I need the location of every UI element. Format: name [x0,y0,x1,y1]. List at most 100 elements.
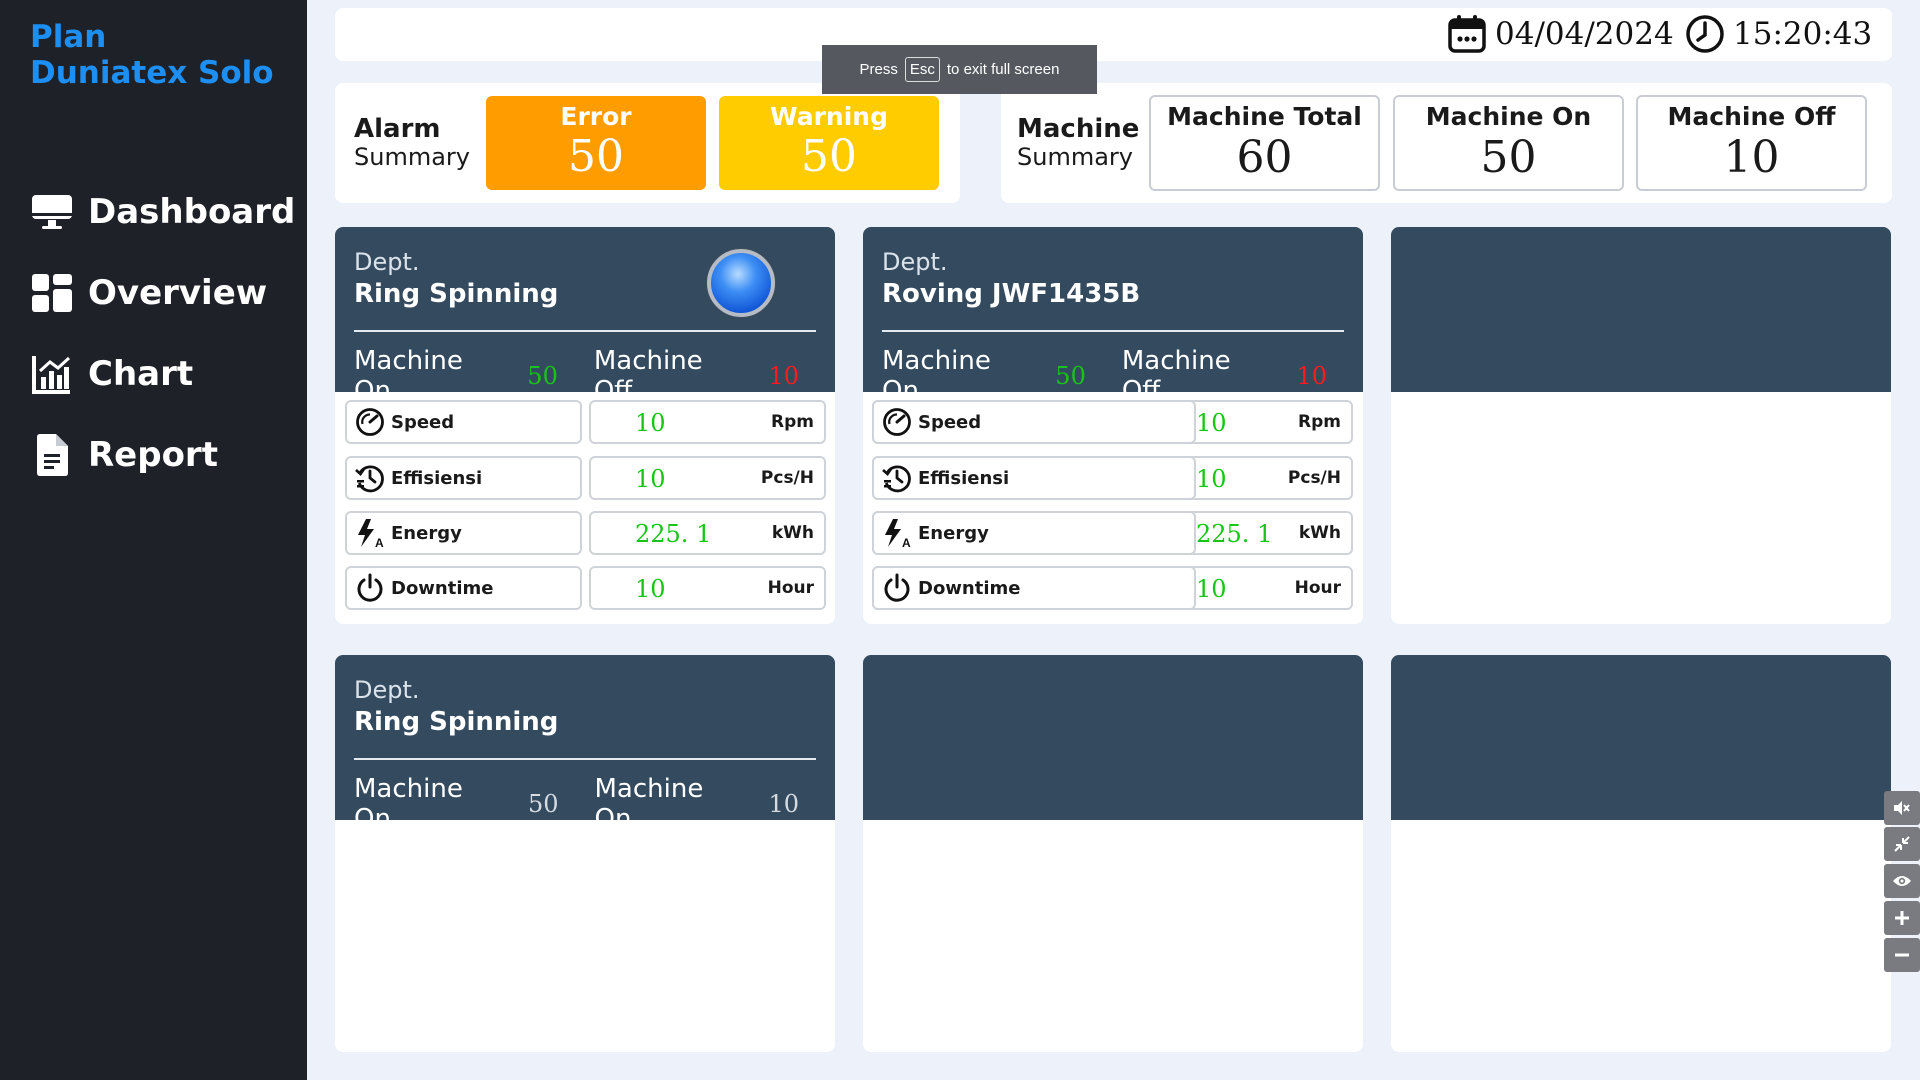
nav-item-overview[interactable]: Overview [30,252,295,333]
machine-on-label: Machine On [354,774,463,834]
machine-off-value: 10 [1723,132,1780,183]
machine-status-row: Machine On 50 Machine On 10 [354,774,835,834]
time-text: 15:20:43 [1733,16,1873,52]
dept-name: Ring Spinning [354,279,559,309]
power-icon [355,573,385,603]
metric-downtime: Downtime [872,566,1196,610]
nav-label-overview: Overview [88,272,268,313]
error-label: Error [560,102,632,131]
machine-total-label: Machine Total [1167,102,1362,131]
machine-on-value: 50 [527,362,558,390]
warning-box[interactable]: Warning 50 [719,96,939,190]
metric-label: Speed [391,411,455,433]
dept-label: Dept. [354,676,420,704]
nav-item-report[interactable]: Report [30,414,295,495]
energy-icon: A [355,518,385,548]
eye-button[interactable] [1884,864,1920,898]
dept-name: Roving JWF1435B [882,279,1141,309]
nav-label-chart: Chart [88,353,194,394]
machine-on-value: 50 [527,790,559,818]
dept-panel-6[interactable] [1391,655,1891,1052]
machine-off-label: Machine On [594,774,704,834]
dept-panel-1[interactable]: Dept. Ring Spinning Machine On 50 Machin… [335,227,835,624]
machine-on-label: Machine On [354,346,463,406]
fullscreen-toast: Press Esc to exit full screen [822,45,1097,94]
metric-value: 10 [1196,465,1227,493]
dept-panel-3[interactable] [1391,227,1891,624]
dept-panel-header-empty [863,655,1363,820]
metric-effisiensi-value-box: 10 Pcs/H [589,456,826,500]
metric-value: 10 [635,465,666,493]
plus-icon [1895,911,1909,925]
brand-title: Plan Duniatex Solo [30,19,274,91]
date-text: 04/04/2024 [1495,16,1674,52]
machine-off-value: 10 [768,362,799,390]
zoom-in-button[interactable] [1884,901,1920,935]
metric-speed: Speed [872,400,1196,444]
machine-off-box[interactable]: Machine Off 10 [1636,95,1867,191]
svg-text:A: A [375,536,384,548]
machine-off-label: Machine Off [593,346,703,406]
minus-icon [1895,953,1909,957]
error-value: 50 [568,131,624,182]
machine-off-value: 10 [768,790,799,818]
clock-icon [1686,15,1724,53]
metric-label: Energy [918,522,989,544]
header-divider [354,330,816,332]
dept-label: Dept. [882,248,948,276]
error-box[interactable]: Error 50 [486,96,706,190]
history-icon [355,463,385,493]
date-display: 04/04/2024 [1447,14,1674,54]
metric-unit: Hour [767,578,814,598]
machine-on-label: Machine On [1425,102,1592,131]
dept-panel-5[interactable] [863,655,1363,1052]
metric-downtime: Downtime [345,566,582,610]
machine-off-label: Machine Off [1121,346,1231,406]
dept-panel-2[interactable]: Dept. Roving JWF1435B Machine On 50 Mach… [863,227,1363,624]
energy-icon: A [882,518,912,548]
warning-label: Warning [770,102,888,131]
brand-line-1: Plan [30,19,107,55]
nav-label-dashboard: Dashboard [88,191,296,232]
mute-button[interactable] [1884,791,1920,825]
metric-speed: Speed [345,400,582,444]
alarm-subtitle: Summary [354,143,470,171]
machine-total-value: 60 [1236,132,1293,183]
metric-effisiensi: Effisiensi [872,456,1196,500]
machine-off-label: Machine Off [1667,102,1836,131]
metric-unit: Pcs/H [760,468,814,488]
machine-on-box[interactable]: Machine On 50 [1393,95,1624,191]
chart-icon [30,352,74,396]
machine-total-box[interactable]: Machine Total 60 [1149,95,1380,191]
metric-energy-value-box: 225. 1 kWh [589,511,826,555]
time-display: 15:20:43 [1685,14,1872,54]
metric-unit: kWh [1298,523,1341,543]
machine-off-value: 10 [1296,362,1327,390]
metric-unit: Pcs/H [1287,468,1341,488]
zoom-out-button[interactable] [1884,938,1920,972]
dept-panel-header: Dept. Ring Spinning Machine On 50 Machin… [335,227,835,406]
metric-unit: Rpm [771,412,814,432]
machine-status-row: Machine On 50 Machine Off 10 [354,346,835,406]
metric-value: 225. 1 [1196,520,1273,548]
nav-item-chart[interactable]: Chart [30,333,295,414]
metric-unit: Hour [1294,578,1341,598]
nav-item-dashboard[interactable]: Dashboard [30,171,295,252]
dept-panel-4[interactable]: Dept. Ring Spinning Machine On 50 Machin… [335,655,835,1052]
toast-press: Press [859,61,898,78]
svg-text:A: A [902,536,911,548]
alarm-title: Alarm [354,114,441,144]
collapse-button[interactable] [1884,827,1920,861]
machine-summary-label: Machine Summary [1017,115,1139,171]
dept-panel-header-empty [1391,655,1891,820]
status-indicator-light [707,249,775,317]
metric-label: Energy [391,522,462,544]
metric-energy: A Energy [345,511,582,555]
eye-icon [1893,876,1911,886]
monitor-icon [30,190,74,234]
sidebar-nav: Dashboard Overview Chart Report [30,171,295,495]
calendar-icon [1448,15,1486,53]
metric-value: 10 [1196,575,1227,603]
machine-title: Machine [1017,114,1140,144]
warning-value: 50 [801,131,857,182]
